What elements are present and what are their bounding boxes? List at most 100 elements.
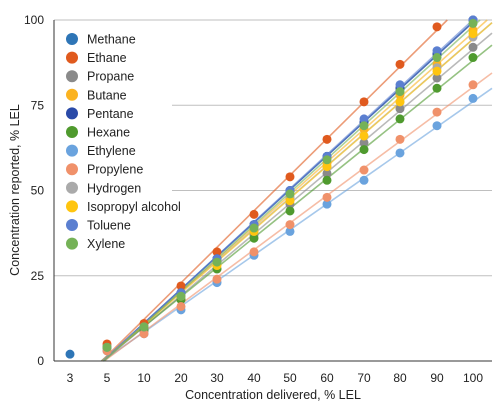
data-point: [468, 18, 478, 28]
data-point: [322, 199, 332, 209]
x-tick-label: 80: [393, 371, 407, 385]
x-axis-title: Concentration delivered, % LEL: [185, 388, 361, 402]
data-point: [139, 329, 149, 339]
data-point: [359, 175, 369, 185]
data-point: [468, 53, 478, 63]
data-point: [359, 131, 369, 141]
legend-label: Propylene: [87, 163, 143, 177]
x-axis-ticks: 3 5 10 20 30 40 50 60 70 80 90 100: [67, 371, 484, 385]
legend-item: Xylene: [66, 237, 125, 251]
legend-item: Butane: [66, 88, 127, 102]
data-point: [468, 80, 478, 90]
legend-marker: [66, 181, 78, 194]
trend-line: [103, 72, 493, 362]
data-point: [322, 134, 332, 144]
y-tick-label: 0: [37, 354, 44, 368]
data-point: [322, 192, 332, 202]
data-point: [176, 281, 186, 291]
legend-label: Methane: [87, 33, 136, 47]
legend-marker: [66, 88, 78, 101]
data-point: [432, 66, 442, 76]
data-point: [212, 274, 222, 284]
data-point: [395, 104, 405, 114]
legend-marker: [66, 33, 78, 45]
legend-item: Propylene: [66, 163, 143, 177]
data-point: [285, 189, 295, 199]
x-tick-label: 40: [247, 371, 261, 385]
legend-marker: [66, 70, 78, 83]
x-tick-label: 90: [430, 371, 444, 385]
legend-marker: [66, 107, 78, 120]
legend-marker: [66, 163, 78, 176]
legend-item: Methane: [66, 33, 136, 47]
data-point: [285, 220, 295, 230]
data-point: [395, 134, 405, 144]
x-tick-label: 5: [104, 371, 111, 385]
legend-label: Ethylene: [87, 144, 136, 158]
x-tick-label: 60: [320, 371, 334, 385]
legend-marker: [66, 200, 78, 213]
legend-item: Hydrogen: [66, 181, 141, 195]
data-point: [285, 226, 295, 236]
x-tick-label: 30: [210, 371, 224, 385]
grid-lines: [54, 19, 492, 277]
data-point: [249, 209, 259, 219]
data-point: [322, 162, 332, 172]
trend-line: [101, 19, 448, 362]
y-tick-label: 75: [31, 98, 45, 112]
data-point: [359, 145, 369, 155]
data-point: [432, 73, 442, 83]
legend-marker: [66, 237, 78, 250]
data-point: [359, 165, 369, 175]
data-point: [468, 42, 478, 52]
data-point: [212, 257, 222, 267]
data-point: [359, 121, 369, 131]
data-point: [395, 148, 405, 158]
data-points: [65, 15, 478, 359]
data-point: [322, 155, 332, 165]
x-tick-label: 100: [463, 371, 483, 385]
legend-label: Xylene: [87, 237, 125, 251]
trend-line: [100, 44, 493, 362]
x-tick-label: 20: [174, 371, 188, 385]
data-point: [432, 22, 442, 32]
y-tick-label: 50: [31, 184, 45, 198]
legend-item: Isopropyl alcohol: [66, 200, 181, 214]
data-point: [249, 247, 259, 257]
legend-label: Butane: [87, 88, 127, 102]
legend-item: Ethylene: [66, 144, 136, 158]
legend-marker: [66, 144, 78, 157]
x-tick-label: 50: [283, 371, 297, 385]
legend-item: Hexane: [66, 126, 130, 140]
data-point: [432, 107, 442, 117]
legend-label: Pentane: [87, 107, 134, 121]
data-point: [432, 83, 442, 93]
data-point: [285, 196, 295, 206]
data-point: [395, 87, 405, 97]
legend-label: Hydrogen: [87, 181, 141, 195]
trend-line: [102, 87, 493, 362]
legend-item: Toluene: [66, 219, 131, 233]
data-point: [322, 175, 332, 185]
x-tick-label: 70: [357, 371, 371, 385]
data-point: [65, 349, 75, 359]
legend-item: Propane: [66, 70, 134, 84]
legend-label: Ethane: [87, 51, 127, 65]
data-point: [468, 93, 478, 103]
legend-label: Hexane: [87, 126, 130, 140]
data-point: [176, 291, 186, 301]
data-point: [322, 168, 332, 178]
data-point: [176, 301, 186, 311]
legend-marker: [66, 126, 78, 138]
data-point: [468, 29, 478, 39]
data-point: [359, 138, 369, 148]
y-axis-title: Concentration reported, % LEL: [8, 104, 22, 276]
data-point: [432, 46, 442, 56]
legend-marker: [66, 219, 78, 231]
data-point: [249, 233, 259, 243]
data-point: [395, 114, 405, 124]
data-point: [395, 80, 405, 90]
trend-line: [102, 22, 493, 362]
legend-item: Pentane: [66, 107, 134, 121]
